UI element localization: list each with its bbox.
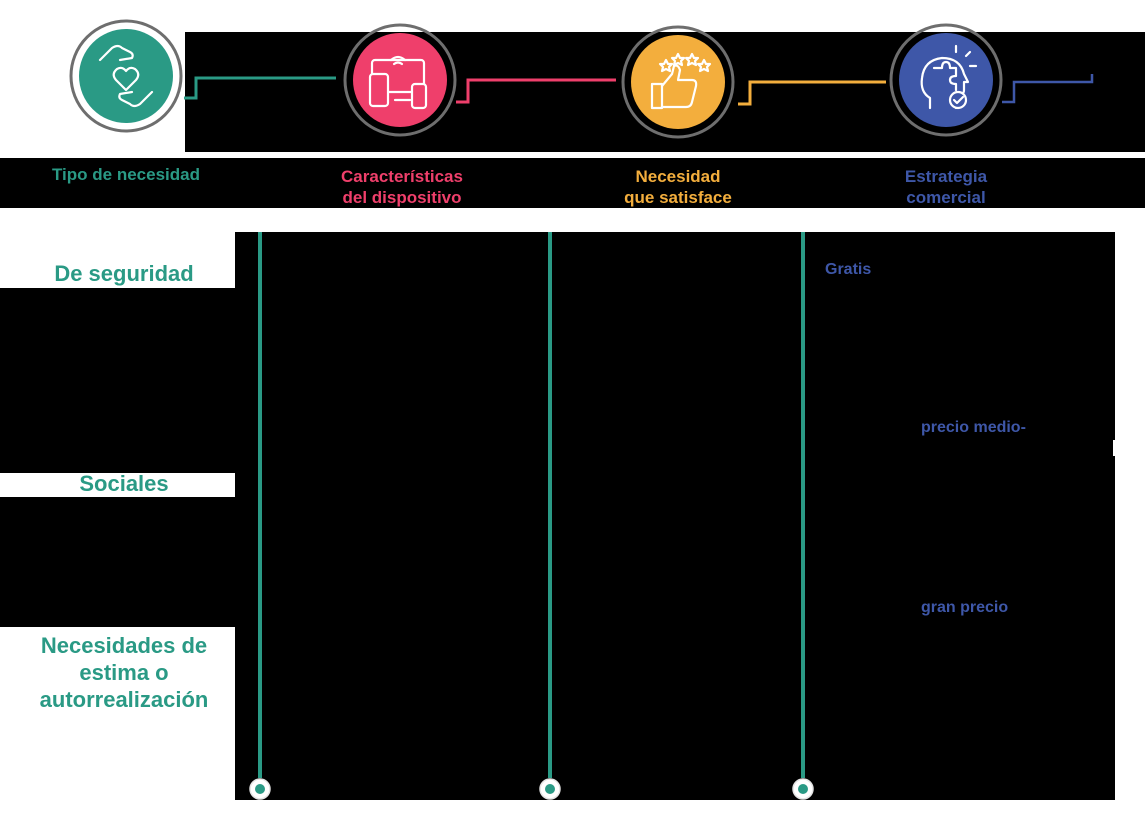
- step-title-2: Características del dispositivo: [341, 167, 463, 207]
- right-edge-tab: [1113, 440, 1145, 456]
- connector-2: [456, 78, 616, 104]
- strategy-free: Gratis: [825, 261, 872, 278]
- strategy-mid-price: precio medio-: [921, 419, 1026, 436]
- row-gap-2: [0, 497, 260, 627]
- column-end-dot-3: [792, 778, 814, 800]
- column-end-dot-2: [539, 778, 561, 800]
- row-label-esteem: Necesidades de estima o autorrealización: [39, 633, 209, 712]
- titles-backdrop: [0, 158, 1145, 208]
- column-end-dot-1: [249, 778, 271, 800]
- thumbs-up-stars-icon: [650, 52, 712, 110]
- table-backdrop: [235, 232, 1115, 800]
- row-label-security: De seguridad: [54, 261, 194, 286]
- puzzle-head-icon: [920, 44, 978, 110]
- step-circle-4: [889, 23, 1003, 137]
- row-gap-1: [0, 288, 260, 473]
- row-label-social: Sociales: [79, 471, 169, 496]
- step-circle-2: [343, 23, 457, 137]
- step-title-3: Necesidad que satisface: [624, 167, 732, 207]
- step-title-1: Tipo de necesidad: [51, 165, 200, 184]
- step-title-4: Estrategia comercial: [904, 167, 988, 207]
- strategy-high-price: gran precio: [921, 599, 1009, 616]
- connector-3: [738, 80, 886, 106]
- step-circle-1: [69, 19, 183, 133]
- connector-1: [184, 76, 336, 100]
- hands-heart-icon: [98, 44, 154, 108]
- step-circle-3: [621, 25, 735, 139]
- connector-end: [1002, 74, 1094, 104]
- devices-icon: [368, 55, 428, 110]
